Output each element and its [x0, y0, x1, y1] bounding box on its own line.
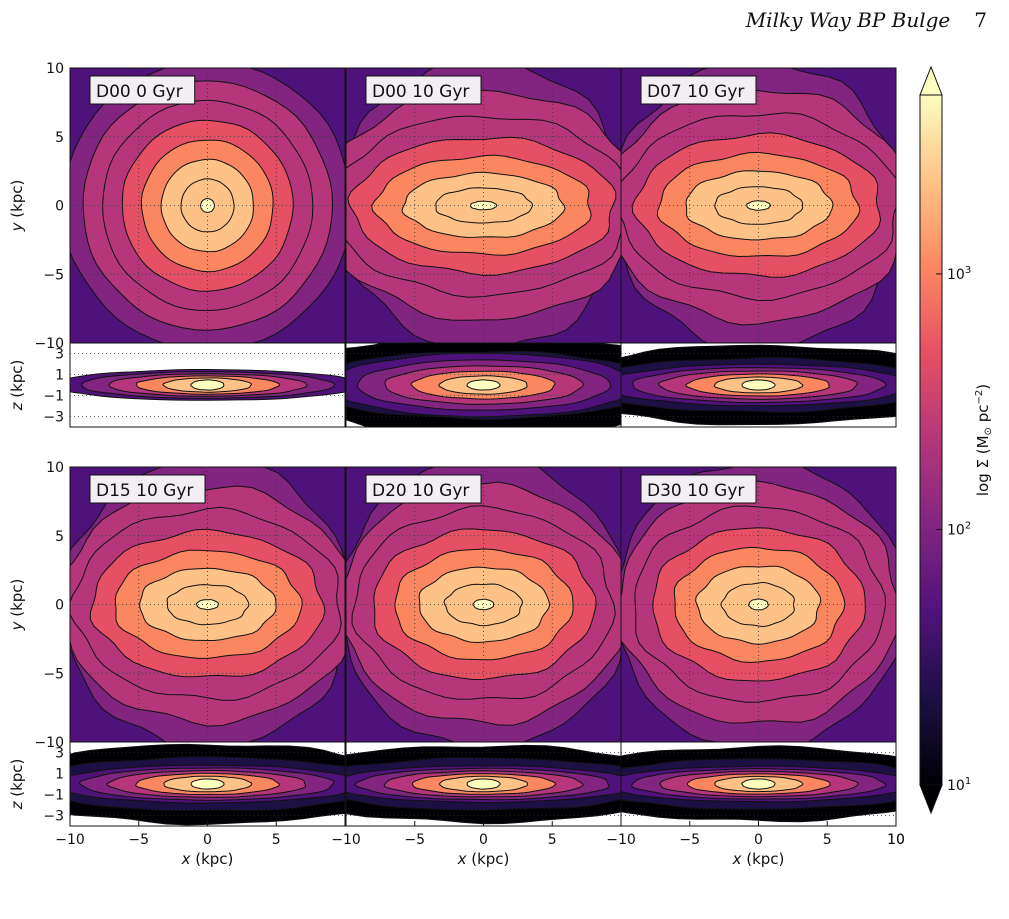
edge-on-panel-5 — [345, 741, 622, 827]
edge-on-panel-4 — [69, 741, 346, 827]
x-tick-label: −10 — [606, 832, 636, 848]
colorbar-label: log Σ (M⊙ pc−2) — [974, 384, 994, 496]
y-tick-label: 0 — [55, 199, 64, 215]
z-tick-label: −1 — [43, 389, 64, 405]
z-tick-label: 1 — [55, 767, 64, 783]
panel-label-text: D30 10 Gyr — [647, 481, 744, 501]
z-tick-label: 3 — [55, 746, 64, 762]
y-tick-label: −5 — [43, 666, 64, 682]
edge-contour — [466, 778, 501, 790]
y-tick-label: 0 — [55, 598, 64, 614]
edge-on-panel-6 — [620, 741, 897, 827]
z-axis-label: z (kpc) — [8, 360, 26, 412]
face-on-panel-6: D30 10 Gyr — [620, 466, 897, 743]
panel-label-text: D20 10 Gyr — [372, 481, 469, 501]
x-tick-label: 0 — [754, 832, 763, 848]
panel-label: D20 10 Gyr — [365, 474, 482, 504]
page-number: 7 — [974, 8, 987, 32]
panel-label: D15 10 Gyr — [89, 474, 206, 504]
colorbar-gradient — [919, 94, 943, 786]
face-on-panel-2: D00 10 Gyr — [345, 67, 622, 344]
x-tick-label: 5 — [823, 832, 832, 848]
panel-label-text: D00 0 Gyr — [96, 82, 183, 102]
density-contour — [200, 198, 215, 213]
face-on-panel-3: D07 10 Gyr — [620, 67, 897, 344]
face-on-panel-4: D15 10 Gyr — [69, 466, 346, 743]
x-tick-label: 5 — [548, 832, 557, 848]
z-tick-label: −3 — [43, 809, 64, 825]
edge-on-panel-1 — [69, 342, 346, 428]
x-tick-label: 5 — [272, 832, 281, 848]
y-tick-label: −10 — [34, 336, 64, 352]
face-on-panel-1: D00 0 Gyr — [69, 67, 346, 344]
z-tick-label: 1 — [55, 368, 64, 384]
edge-on-panel-2 — [345, 342, 622, 428]
y-tick-label: 5 — [55, 529, 64, 545]
z-axis-label: z (kpc) — [8, 759, 26, 811]
panels-layer: D00 0 Gyr D00 10 Gyr D07 10 Gyr D15 10 Gyr D… — [69, 67, 897, 827]
edge-contour — [190, 778, 225, 790]
x-tick-label: 0 — [203, 832, 212, 848]
panel-label: D00 0 Gyr — [89, 75, 196, 105]
x-axis-label: x (kpc) — [457, 850, 510, 868]
x-tick-label: −5 — [679, 832, 700, 848]
colorbar: 101 102 103 log Σ (M⊙ pc−2) — [919, 65, 994, 815]
y-axis-label: y (kpc) — [8, 180, 26, 233]
x-axis-label: x (kpc) — [181, 850, 234, 868]
face-on-panel-5: D20 10 Gyr — [345, 466, 622, 743]
colorbar-tick-label: 101 — [947, 776, 971, 794]
panel-label: D00 10 Gyr — [365, 75, 482, 105]
x-tick-label: −5 — [404, 832, 425, 848]
panel-label: D07 10 Gyr — [640, 75, 757, 105]
colorbar-tick-label: 102 — [947, 520, 971, 538]
panel-label-text: D07 10 Gyr — [647, 82, 744, 102]
y-tick-label: −5 — [43, 267, 64, 283]
y-tick-label: 10 — [46, 460, 64, 476]
edge-contour — [741, 778, 776, 790]
panel-label: D30 10 Gyr — [640, 474, 757, 504]
running-header: Milky Way BP Bulge 7 — [746, 8, 987, 32]
running-title: Milky Way BP Bulge — [745, 8, 951, 32]
edge-contour — [466, 379, 501, 391]
x-tick-label: −10 — [55, 832, 85, 848]
panel-frame — [69, 342, 346, 428]
x-tick-label: −10 — [331, 832, 361, 848]
x-tick-label: 0 — [479, 832, 488, 848]
z-tick-label: 3 — [55, 347, 64, 363]
z-tick-label: −1 — [43, 788, 64, 804]
x-tick-label: 10 — [887, 832, 905, 848]
x-axis-label: x (kpc) — [732, 850, 785, 868]
colorbar-extend-max — [919, 65, 943, 96]
colorbar-extend-min — [919, 784, 943, 815]
y-tick-label: −10 — [34, 735, 64, 751]
edge-contour — [190, 379, 225, 391]
edge-contour — [741, 379, 776, 391]
density-contour — [748, 598, 769, 611]
colorbar-tick-label: 103 — [947, 265, 971, 283]
panel-label-text: D15 10 Gyr — [96, 481, 193, 501]
z-tick-label: −3 — [43, 410, 64, 426]
density-contour — [195, 599, 220, 611]
panel-frame — [620, 342, 897, 428]
x-tick-label: −5 — [128, 832, 149, 848]
density-contour — [746, 200, 772, 211]
y-axis-label: y (kpc) — [8, 579, 26, 632]
density-contour — [472, 598, 495, 611]
panel-label-text: D00 10 Gyr — [372, 82, 469, 102]
edge-on-panel-3 — [620, 342, 897, 428]
x-tick-label: 10 — [887, 832, 905, 848]
y-tick-label: 10 — [46, 61, 64, 77]
y-tick-label: 5 — [55, 130, 64, 146]
